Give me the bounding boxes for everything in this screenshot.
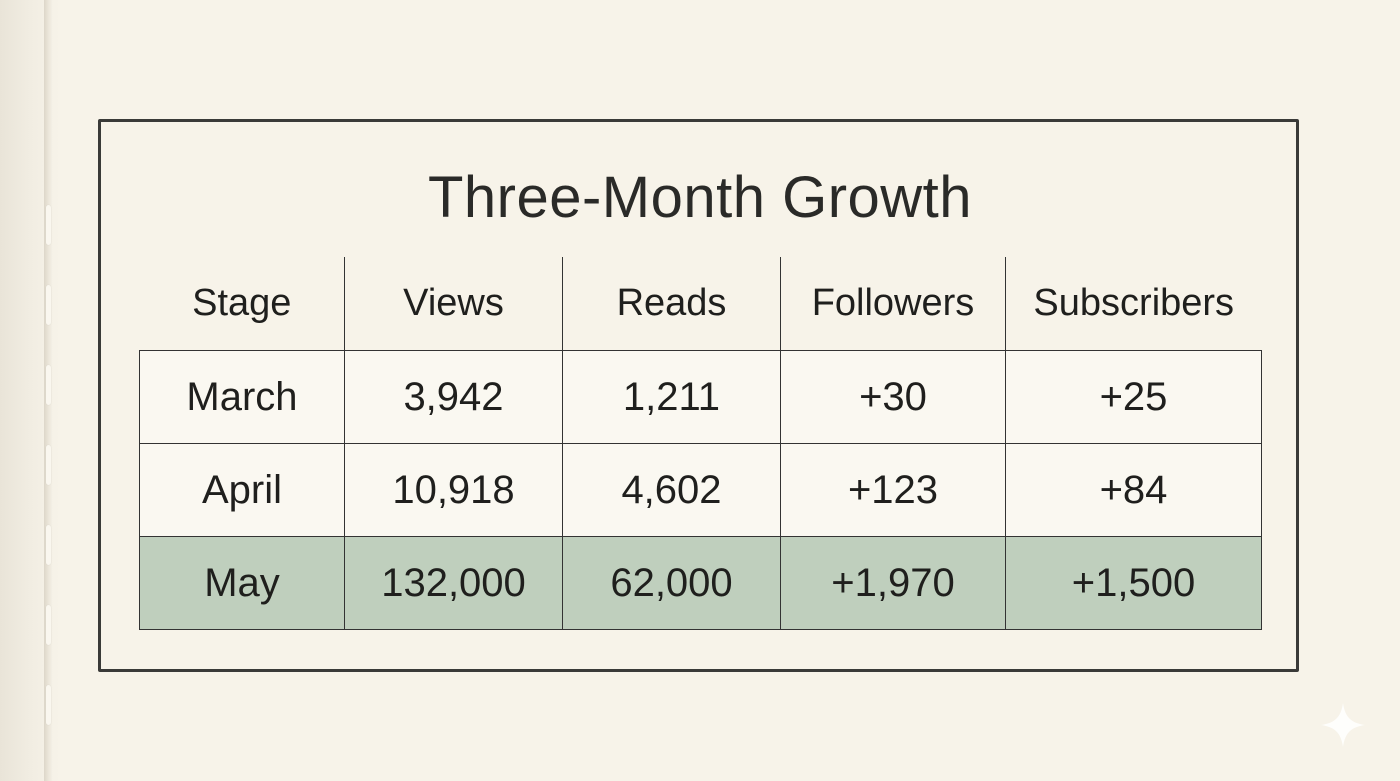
table-cell-reads: 62,000 — [562, 536, 781, 630]
table-header-row: Stage Views Reads Followers Subscribers — [140, 257, 1262, 351]
table-cell-views: 10,918 — [344, 443, 563, 537]
table-cell-views: 132,000 — [344, 536, 563, 630]
binding-stitch — [46, 285, 51, 325]
binding-stitch — [46, 205, 51, 245]
sparkle-icon — [1321, 703, 1365, 747]
table-row: April 10,918 4,602 +123 +84 — [139, 443, 1262, 537]
table-cell-followers: +123 — [780, 443, 1006, 537]
table-cell-reads: 1,211 — [562, 350, 781, 444]
table-cell-subscribers: +25 — [1005, 350, 1262, 444]
table-cell-subscribers: +1,500 — [1005, 536, 1262, 630]
column-header-stage: Stage — [192, 282, 292, 324]
table-cell-reads: 4,602 — [562, 443, 781, 537]
table-cell-stage: May — [139, 536, 345, 630]
binding-stitch — [46, 685, 51, 725]
table-row: March 3,942 1,211 +30 +25 — [139, 350, 1262, 444]
table-cell-subscribers: +84 — [1005, 443, 1262, 537]
table-cell-views: 3,942 — [344, 350, 563, 444]
column-header-views: Views — [344, 257, 563, 351]
column-header-followers: Followers — [780, 257, 1006, 351]
binding-stitch — [46, 525, 51, 565]
table-frame — [98, 119, 1299, 672]
table-cell-followers: +1,970 — [780, 536, 1006, 630]
growth-table: Stage Views Reads Followers Subscribers … — [139, 257, 1262, 630]
table-cell-followers: +30 — [780, 350, 1006, 444]
table-cell-stage: March — [139, 350, 345, 444]
column-header-subscribers: Subscribers — [1005, 257, 1262, 351]
binding-stitch — [46, 365, 51, 405]
table-cell-stage: April — [139, 443, 345, 537]
page-title: Three-Month Growth — [427, 165, 973, 230]
table-row-highlighted: May 132,000 62,000 +1,970 +1,500 — [139, 536, 1262, 630]
binding-stitch — [46, 605, 51, 645]
binding-stitch — [46, 445, 51, 485]
column-header-reads: Reads — [562, 257, 781, 351]
